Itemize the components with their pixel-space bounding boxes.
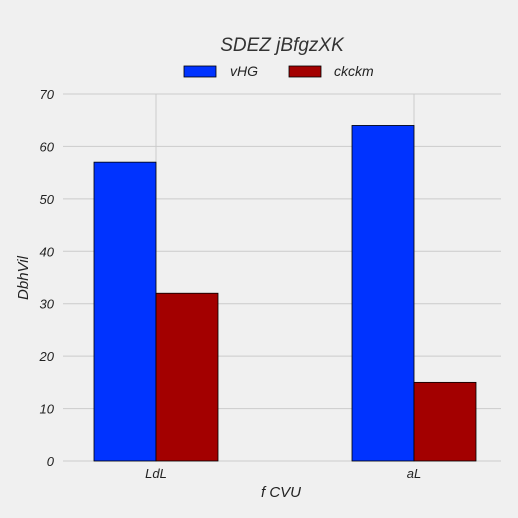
x-axis-ticks: LdL aL <box>145 466 421 481</box>
bar-vHG <box>93 161 157 462</box>
chart-title: SDEZ jBfgzXK <box>220 35 345 56</box>
legend-swatch <box>288 65 322 78</box>
bar-ckckm <box>413 381 477 462</box>
x-axis-label: f CVU <box>261 484 301 501</box>
y-tick-label: 70 <box>40 87 55 102</box>
y-tick-label: 40 <box>40 244 55 259</box>
y-tick-label: 50 <box>40 192 55 207</box>
bar-ckckm <box>155 292 219 462</box>
legend-swatch <box>183 65 217 78</box>
y-tick-label: 20 <box>39 349 55 364</box>
y-axis-label: DbhVil <box>15 255 32 300</box>
x-tick-label: aL <box>407 466 421 481</box>
bars <box>93 125 477 462</box>
legend: vHG ckckm <box>183 63 374 79</box>
legend-item: ckckm <box>288 63 374 79</box>
y-axis-ticks: 0 10 20 30 40 50 60 70 <box>39 87 55 469</box>
y-tick-label: 60 <box>40 139 55 154</box>
x-tick-label: LdL <box>145 466 167 481</box>
legend-item: vHG <box>183 63 258 79</box>
legend-label: vHG <box>230 63 258 79</box>
y-tick-label: 10 <box>40 402 55 417</box>
bar-vHG <box>351 125 415 462</box>
y-tick-label: 30 <box>40 297 55 312</box>
legend-label: ckckm <box>334 63 374 79</box>
y-tick-label: 0 <box>47 454 55 469</box>
